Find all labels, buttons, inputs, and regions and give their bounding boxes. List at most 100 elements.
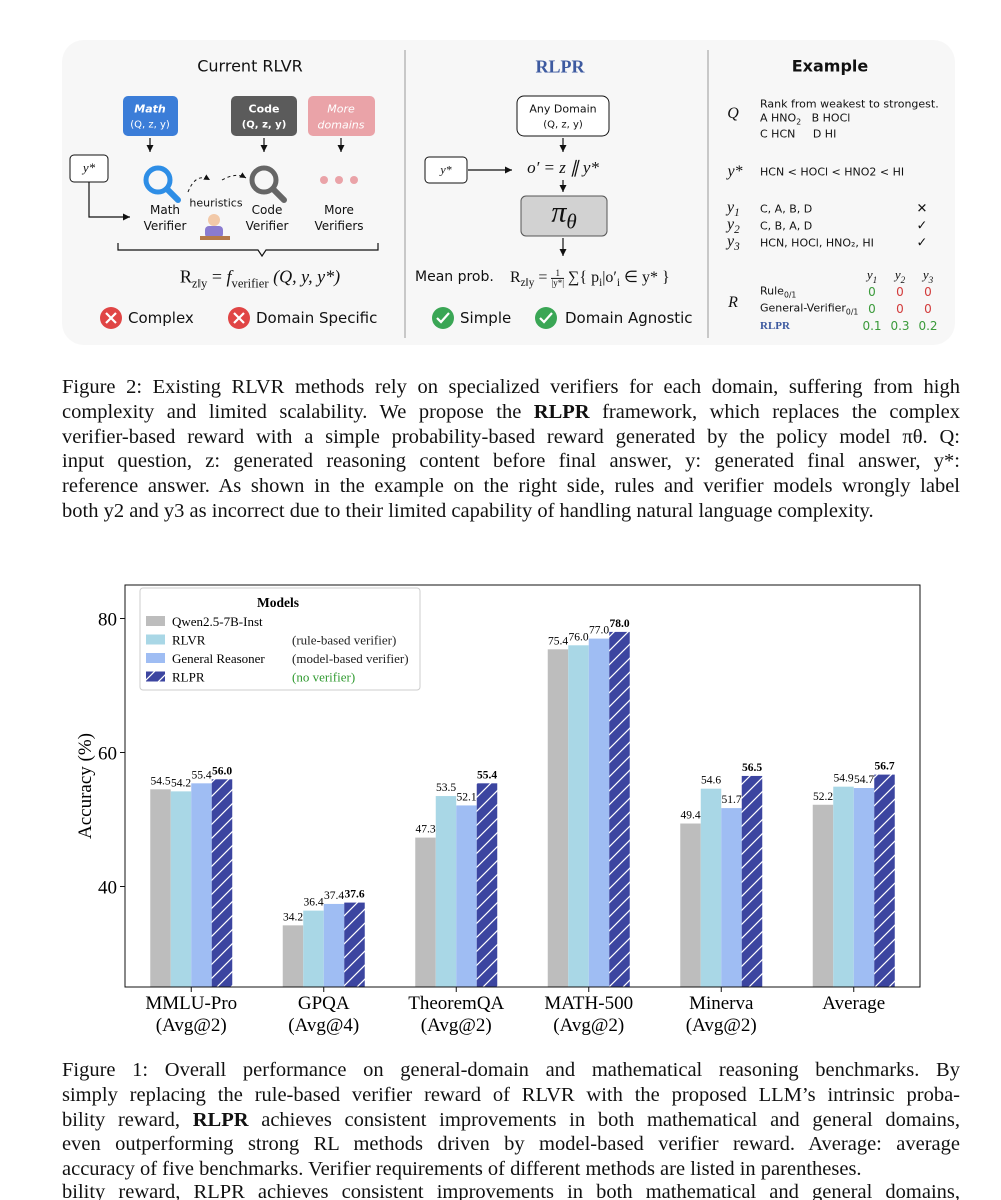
ref-answer: HCN < HOCl < HNO2 < HI: [760, 165, 905, 179]
verifier-label: Math: [149, 203, 181, 217]
diagram-shapes: [62, 40, 955, 345]
caption-line: reference answer. As shown in the exampl…: [62, 475, 960, 498]
option: B HOCl: [811, 111, 851, 125]
formula-part: =: [538, 268, 548, 286]
formula-part: R: [179, 266, 192, 287]
option: D HI: [812, 127, 837, 141]
value-label: 55.4: [191, 769, 211, 781]
x-tick-note: (Avg@2): [553, 1015, 624, 1036]
mean-label: Mean prob.: [415, 269, 494, 285]
options: C HCN D HI: [760, 128, 836, 141]
formula-part: (Q, y, y*): [273, 266, 341, 287]
row-value: 0: [896, 302, 904, 316]
concat: o′ = z ∥ y*: [527, 158, 599, 178]
formula-part: z‖y: [191, 276, 208, 291]
column-header-part: y: [894, 267, 901, 283]
response-label-part: 2: [734, 224, 740, 237]
column-header-part: 2: [900, 274, 906, 285]
legend-note: (no verifier): [292, 670, 355, 685]
pros-icons: [432, 307, 557, 329]
legend-title: Models: [257, 595, 299, 610]
verifier-label: Code: [251, 203, 283, 217]
response-label: y2: [727, 216, 740, 236]
response-answer: C, B, A, D: [760, 219, 813, 233]
policy-sub: θ: [566, 209, 577, 234]
legend-swatch: [146, 616, 165, 626]
policy-box: [520, 195, 608, 237]
dots: [320, 176, 358, 184]
domain-args: (Q, z, y): [130, 119, 170, 131]
response-mark: ✓: [916, 235, 928, 251]
bar: [741, 775, 763, 987]
value-label: 36.4: [303, 897, 323, 909]
panel: [62, 40, 955, 345]
row-name: Rule0/1: [760, 284, 796, 299]
column-header-part: 1: [872, 274, 878, 285]
bar: [700, 788, 722, 987]
x-tick-label: GPQA: [298, 993, 350, 1014]
value-label: 56.0: [212, 765, 232, 777]
row-name-text: General-Verifier: [760, 301, 846, 315]
response-label-part: y: [727, 232, 735, 250]
bar: [191, 783, 212, 987]
value-label: 54.2: [171, 777, 191, 789]
question: Rank from weakest to strongest.: [760, 97, 939, 111]
row-value: 0: [924, 285, 932, 299]
row-value: 0: [868, 302, 876, 316]
column-header-part: 3: [928, 274, 934, 285]
row-value: 0.3: [890, 319, 910, 333]
ref-label: y*: [82, 160, 96, 175]
x-tick-label: MATH-500: [544, 993, 633, 1014]
value-label: 52.1: [456, 791, 476, 803]
value-label: 52.2: [813, 791, 833, 803]
brace: [117, 243, 379, 258]
caption-line: accuracy of five benchmarks. Verifier re…: [62, 1158, 862, 1181]
column-header: y1: [867, 267, 877, 285]
domain-box: [231, 96, 297, 136]
cons-icons: [100, 307, 250, 329]
value-label: 78.0: [609, 618, 629, 630]
magnifier: [143, 165, 181, 203]
response-label-part: 1: [734, 207, 740, 220]
ref-box: [424, 156, 468, 184]
person-icon: [200, 214, 230, 240]
option: C HCN: [760, 127, 796, 141]
caption-line: input question, z: generated reasoning c…: [62, 450, 960, 473]
caption-line: Figure 2: Existing RLVR methods rely on …: [62, 376, 960, 398]
formula-part: z‖y: [520, 277, 535, 290]
value-label: 54.5: [150, 775, 170, 787]
bar: [211, 779, 233, 987]
value-label: 75.4: [548, 635, 568, 647]
row-value: 0.2: [918, 319, 938, 333]
response-answer: HCN, HOCl, HNO₂, HI: [760, 236, 874, 250]
value-label: 37.6: [344, 889, 364, 901]
domain-box: [308, 96, 375, 136]
value-label: 55.4: [477, 769, 497, 781]
pro-label: Simple: [460, 309, 512, 327]
value-label: 34.2: [283, 911, 303, 923]
row-name-sub: 0/1: [783, 290, 797, 300]
legend-swatch: [146, 634, 165, 645]
panel-title: Current RLVR: [197, 56, 303, 76]
formula: Rz‖y = 1 |y*| ∑{ pi|o′i ∈ y* }: [510, 267, 670, 289]
caption-line: even outperforming strong RL methods dri…: [62, 1133, 960, 1156]
value-label: 53.5: [436, 782, 456, 794]
bar: [568, 645, 589, 987]
x-tick-label: MMLU-Pro: [145, 993, 237, 1014]
bar: [547, 649, 569, 987]
legend-label: RLVR: [172, 633, 206, 648]
bar: [680, 823, 701, 987]
legend-note: (rule-based verifier): [292, 633, 396, 648]
row-value: 0: [896, 285, 904, 299]
ref-label: y*: [727, 163, 743, 180]
x-tick-label: Minerva: [689, 993, 754, 1014]
formula-part: 1: [551, 268, 565, 279]
domain-box: [123, 96, 178, 136]
formula-part: i: [599, 277, 603, 290]
x-tick-note: (Avg@2): [156, 1015, 227, 1036]
pro-label: Domain Agnostic: [565, 309, 693, 327]
caption-line: verifier-based reward with a simple prob…: [62, 425, 960, 448]
y-tick-label: 80: [98, 610, 117, 631]
row-name-text: Rule: [760, 284, 784, 298]
